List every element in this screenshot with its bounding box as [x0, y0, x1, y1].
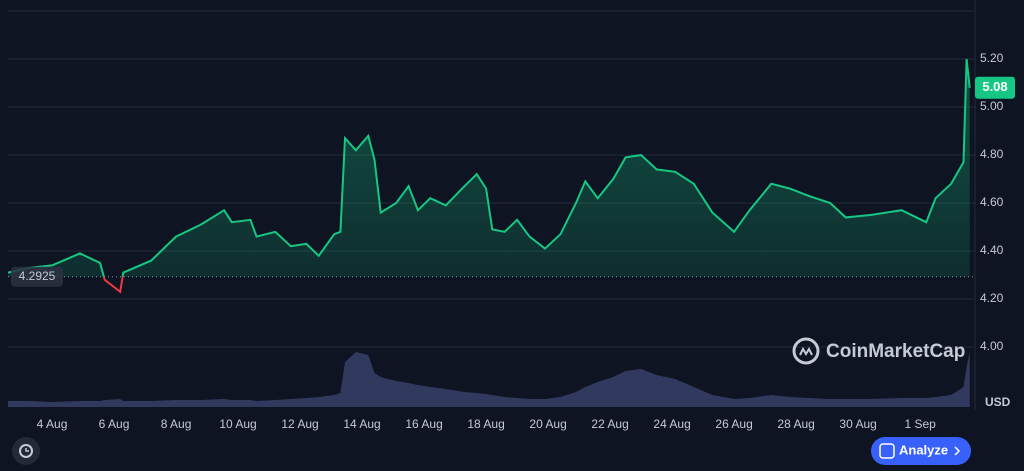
analyze-icon	[879, 443, 895, 459]
baseline-label: 4.2925	[19, 269, 56, 283]
watermark-logo	[792, 337, 820, 365]
y-tick-label: 4.20	[980, 291, 1004, 305]
y-tick-label: 4.00	[980, 339, 1004, 353]
x-tick-label: 30 Aug	[839, 417, 876, 431]
history-hand	[25, 448, 29, 452]
y-tick-label: 5.00	[980, 99, 1004, 113]
price-area	[8, 59, 970, 277]
x-tick-label: 14 Aug	[343, 417, 380, 431]
watermark-logo-mark	[799, 346, 813, 356]
x-tick-label: 26 Aug	[715, 417, 752, 431]
y-tick-label: 5.20	[980, 51, 1004, 65]
x-tick-label: 12 Aug	[281, 417, 318, 431]
history-button[interactable]	[12, 437, 40, 465]
price-line	[7, 58, 971, 277]
analyze-button[interactable]: Analyze	[871, 437, 971, 465]
x-tick-label: 1 Sep	[904, 417, 936, 431]
y-tick-label: 4.40	[980, 243, 1004, 257]
x-tick-label: 8 Aug	[161, 417, 192, 431]
watermark-text: CoinMarketCap	[826, 341, 965, 362]
x-tick-label: 6 Aug	[99, 417, 130, 431]
labels: 4.00 4.20 4.40 4.60 4.80 5.00 5.20 4 Aug 6 Aug 8 …	[11, 51, 1015, 431]
baseline-badge	[11, 266, 63, 287]
last-price-label: 5.08	[982, 79, 1007, 94]
x-tick-label: 4 Aug	[37, 417, 68, 431]
y-tick-label: 4.60	[980, 195, 1004, 209]
analyze-chevron	[954, 446, 961, 456]
x-tick-label: 20 Aug	[529, 417, 566, 431]
plot	[7, 58, 975, 407]
x-tick-label: 16 Aug	[405, 417, 442, 431]
history-icon	[19, 444, 33, 458]
x-tick-label: 22 Aug	[591, 417, 628, 431]
x-tick-label: 24 Aug	[653, 417, 690, 431]
analyze-label[interactable]: Analyze	[899, 442, 948, 457]
volume-area	[8, 352, 970, 407]
x-tick-label: 18 Aug	[467, 417, 504, 431]
x-tick-label: 10 Aug	[219, 417, 256, 431]
last-price-badge	[975, 76, 1015, 99]
y-unit: USD	[985, 395, 1011, 409]
analyze-button-bg[interactable]	[871, 437, 971, 465]
y-tick-label: 4.80	[980, 147, 1004, 161]
x-tick-label: 28 Aug	[777, 417, 814, 431]
watermark: CoinMarketCap	[792, 337, 965, 365]
